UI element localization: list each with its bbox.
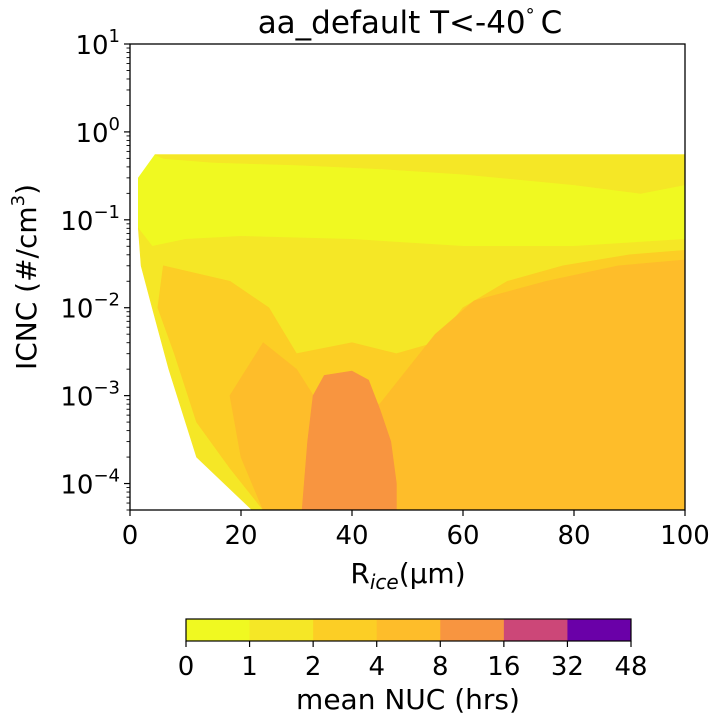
y-axis: 101 100 10−1 10−2 10−3 10−4 (60, 26, 130, 501)
x-tick-label: 100 (660, 521, 710, 551)
y-tick-label: 10−2 (60, 290, 120, 325)
y-tick-label: 100 (75, 114, 120, 149)
y-tick-label: 10−4 (60, 466, 120, 501)
contour-region-1-2-hrs (154, 154, 685, 194)
colorbar-tick-label: 1 (241, 652, 258, 682)
y-tick-label: 10−1 (60, 202, 120, 237)
colorbar-swatch (567, 619, 632, 641)
colorbar-swatch (313, 619, 378, 641)
plot-frame (129, 43, 686, 511)
colorbar-tick-label: 4 (368, 652, 385, 682)
colorbar-label: mean NUC (hrs) (296, 683, 520, 716)
x-axis: 0 20 40 60 80 100 (122, 510, 710, 551)
colorbar-tick-label: 48 (614, 652, 647, 682)
colorbar-tick-label: 2 (305, 652, 322, 682)
colorbar-swatch (249, 619, 314, 641)
x-tick-label: 0 (122, 521, 139, 551)
colorbar: 0 1 2 4 8 16 32 48 (178, 618, 648, 682)
contour-regions (138, 154, 685, 510)
y-tick-label: 101 (75, 26, 120, 61)
colorbar-frame (185, 618, 632, 642)
contour-region-8-16-hrs (301, 370, 397, 510)
colorbar-swatch (503, 619, 568, 641)
x-axis-title: Rice(μm) (350, 557, 465, 594)
chart-title: aa_default T<-40° C (258, 5, 563, 41)
colorbar-tick-label: 32 (551, 652, 584, 682)
colorbar-tick-label: 16 (487, 652, 520, 682)
x-tick-label: 80 (557, 521, 590, 551)
x-tick-label: 40 (335, 521, 368, 551)
y-axis-title: ICNC (#/cm3) (8, 184, 43, 370)
colorbar-swatch (440, 619, 505, 641)
colorbar-swatch (186, 619, 251, 641)
y-minor-ticks (126, 47, 130, 511)
x-tick-label: 60 (446, 521, 479, 551)
colorbar-tick-label: 0 (178, 652, 195, 682)
colorbar-swatch (376, 619, 441, 641)
colorbar-tick-label: 8 (432, 652, 449, 682)
y-tick-label: 10−3 (60, 378, 120, 413)
x-tick-label: 20 (224, 521, 257, 551)
